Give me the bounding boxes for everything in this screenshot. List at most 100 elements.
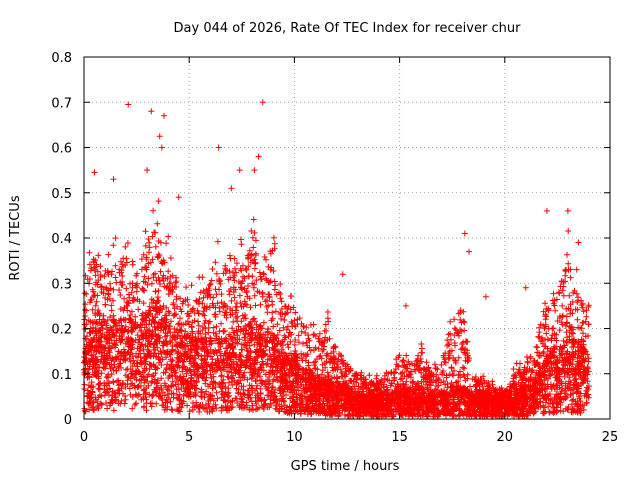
data-point [157, 268, 164, 275]
data-point [128, 308, 135, 315]
data-point [109, 268, 115, 275]
data-point [524, 358, 531, 365]
data-point [163, 240, 170, 247]
data-point [324, 309, 331, 315]
data-point [177, 335, 184, 342]
data-point [82, 326, 89, 333]
data-point [110, 242, 117, 249]
data-point [232, 265, 238, 272]
data-point [380, 383, 387, 390]
data-point [206, 381, 213, 388]
data-point [256, 269, 263, 276]
data-point [368, 378, 375, 385]
data-point [99, 321, 106, 328]
data-point [106, 361, 113, 368]
data-point [278, 315, 285, 322]
data-point [552, 307, 559, 314]
data-point [82, 313, 89, 319]
data-point [467, 383, 473, 390]
data-point [165, 233, 172, 240]
data-point [117, 292, 124, 298]
data-point [543, 330, 550, 337]
data-point [462, 377, 469, 384]
data-point [150, 207, 157, 214]
data-point [140, 251, 147, 258]
data-point [423, 359, 430, 366]
data-point [98, 393, 105, 400]
data-point [209, 408, 216, 415]
data-point [540, 308, 547, 315]
data-point [171, 311, 178, 318]
data-point [221, 328, 228, 334]
data-point [459, 364, 466, 371]
data-point [220, 328, 227, 335]
data-point [128, 344, 134, 351]
data-point [159, 260, 166, 267]
data-point [459, 345, 466, 352]
data-point [405, 358, 412, 365]
data-point [217, 352, 224, 359]
data-point [141, 379, 148, 386]
data-point [265, 302, 272, 309]
data-point [448, 379, 455, 386]
data-point [133, 400, 140, 407]
data-point [240, 315, 247, 322]
data-point [226, 268, 233, 275]
data-point [177, 295, 184, 302]
data-point [464, 371, 471, 378]
data-point [189, 328, 196, 335]
data-point [221, 312, 228, 319]
data-point [239, 262, 246, 269]
data-point [212, 314, 219, 320]
data-point [214, 238, 221, 245]
data-point [311, 362, 318, 369]
data-point [152, 288, 159, 295]
data-point [200, 308, 207, 315]
data-point [573, 266, 580, 273]
data-point [264, 297, 270, 304]
data-point [454, 329, 461, 336]
data-point [325, 372, 332, 379]
data-point [550, 325, 557, 332]
data-point [228, 297, 235, 304]
data-point [183, 284, 190, 291]
data-point [253, 400, 260, 407]
data-point [142, 242, 149, 249]
data-point [110, 297, 116, 304]
data-point [230, 318, 237, 325]
data-point [142, 228, 149, 235]
data-point [146, 249, 152, 256]
data-point [285, 344, 292, 351]
data-point [218, 320, 225, 327]
data-point [249, 273, 256, 280]
data-point [266, 279, 273, 286]
data-point [233, 300, 240, 307]
data-point [122, 356, 129, 363]
data-point [196, 408, 203, 415]
data-point [287, 338, 294, 345]
grid [84, 57, 610, 419]
data-point [134, 392, 141, 399]
data-point [455, 354, 462, 361]
data-point [564, 339, 571, 346]
data-point [564, 251, 570, 258]
scatter-series [81, 99, 592, 420]
data-point [157, 281, 163, 287]
data-point [557, 283, 564, 290]
data-point [251, 229, 258, 236]
data-point [178, 339, 185, 346]
data-point [578, 325, 585, 332]
data-point [89, 389, 96, 396]
data-point [316, 330, 323, 337]
data-point [239, 399, 246, 406]
data-point [263, 256, 269, 263]
data-point [158, 351, 165, 357]
data-point [136, 336, 143, 343]
data-point [98, 350, 105, 357]
data-point [280, 324, 287, 331]
data-point [580, 308, 587, 315]
data-point [457, 368, 463, 375]
data-point [228, 336, 235, 343]
data-point [254, 353, 261, 360]
data-point [184, 296, 191, 303]
